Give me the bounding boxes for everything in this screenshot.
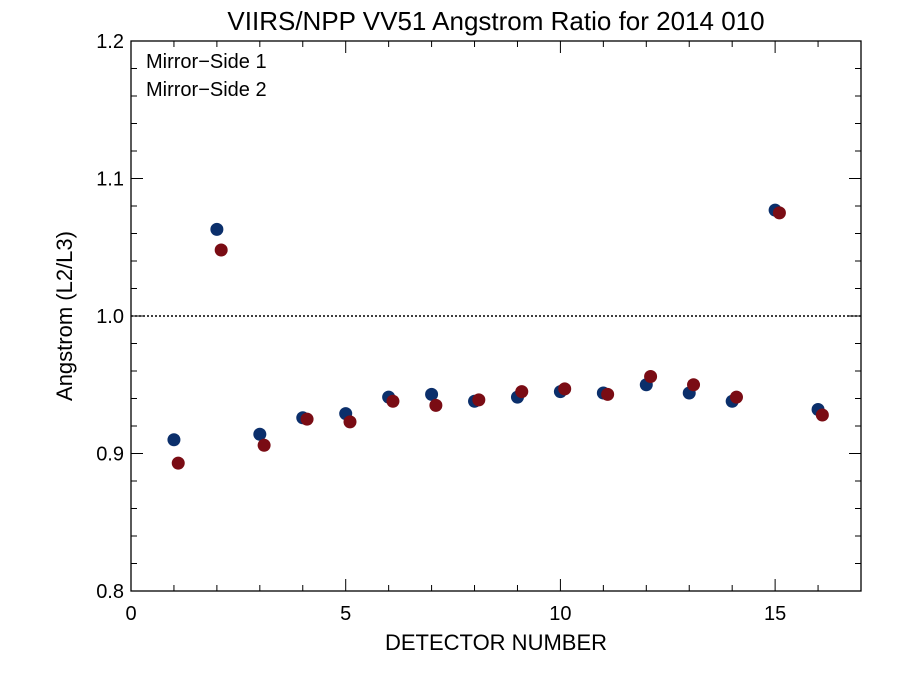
legend: Mirror−Side 1 Mirror−Side 2 (146, 51, 267, 101)
point-mirror-side-2 (601, 387, 615, 401)
x-axis-label: DETECTOR NUMBER (385, 630, 607, 655)
point-mirror-side-2 (171, 456, 185, 470)
legend-entry-mirror-side-1: Mirror−Side 1 (146, 51, 267, 73)
point-mirror-side-2 (644, 370, 658, 383)
point-mirror-side-2 (386, 394, 400, 408)
axis-ticks (130, 40, 862, 592)
point-mirror-side-2 (687, 378, 701, 392)
point-mirror-side-2 (214, 243, 228, 257)
legend-entry-mirror-side-2: Mirror−Side 2 (146, 79, 267, 101)
point-mirror-side-2 (429, 398, 443, 412)
y-tick-label: 1.0 (96, 306, 124, 328)
y-tick-label: 1.1 (96, 169, 124, 191)
tick-labels: 0 5 10 15 0.8 0.9 1.0 1.1 1.2 (96, 31, 786, 625)
point-mirror-side-1 (253, 427, 267, 441)
y-tick-label: 0.8 (96, 581, 124, 603)
point-mirror-side-2 (772, 206, 786, 220)
point-mirror-side-2 (257, 438, 271, 452)
point-mirror-side-2 (515, 385, 529, 399)
point-mirror-side-2 (472, 393, 486, 407)
x-tick-label: 15 (764, 603, 786, 625)
point-mirror-side-2 (815, 408, 829, 422)
y-tick-label: 1.2 (96, 31, 124, 53)
chart-title: VIIRS/NPP VV51 Angstrom Ratio for 2014 0… (227, 6, 764, 36)
x-tick-label: 0 (125, 603, 136, 625)
x-tick-label: 5 (340, 603, 351, 625)
point-mirror-side-2 (300, 412, 314, 426)
point-mirror-side-1 (210, 222, 224, 236)
point-mirror-side-2 (729, 390, 743, 404)
y-tick-label: 0.9 (96, 444, 124, 466)
point-mirror-side-1 (425, 387, 439, 401)
point-mirror-side-2 (343, 415, 357, 429)
x-tick-label: 10 (549, 603, 571, 625)
point-mirror-side-1 (167, 433, 181, 447)
data-points (167, 203, 829, 470)
point-mirror-side-2 (558, 382, 572, 396)
y-axis-label: Angstrom (L2/L3) (52, 231, 77, 401)
